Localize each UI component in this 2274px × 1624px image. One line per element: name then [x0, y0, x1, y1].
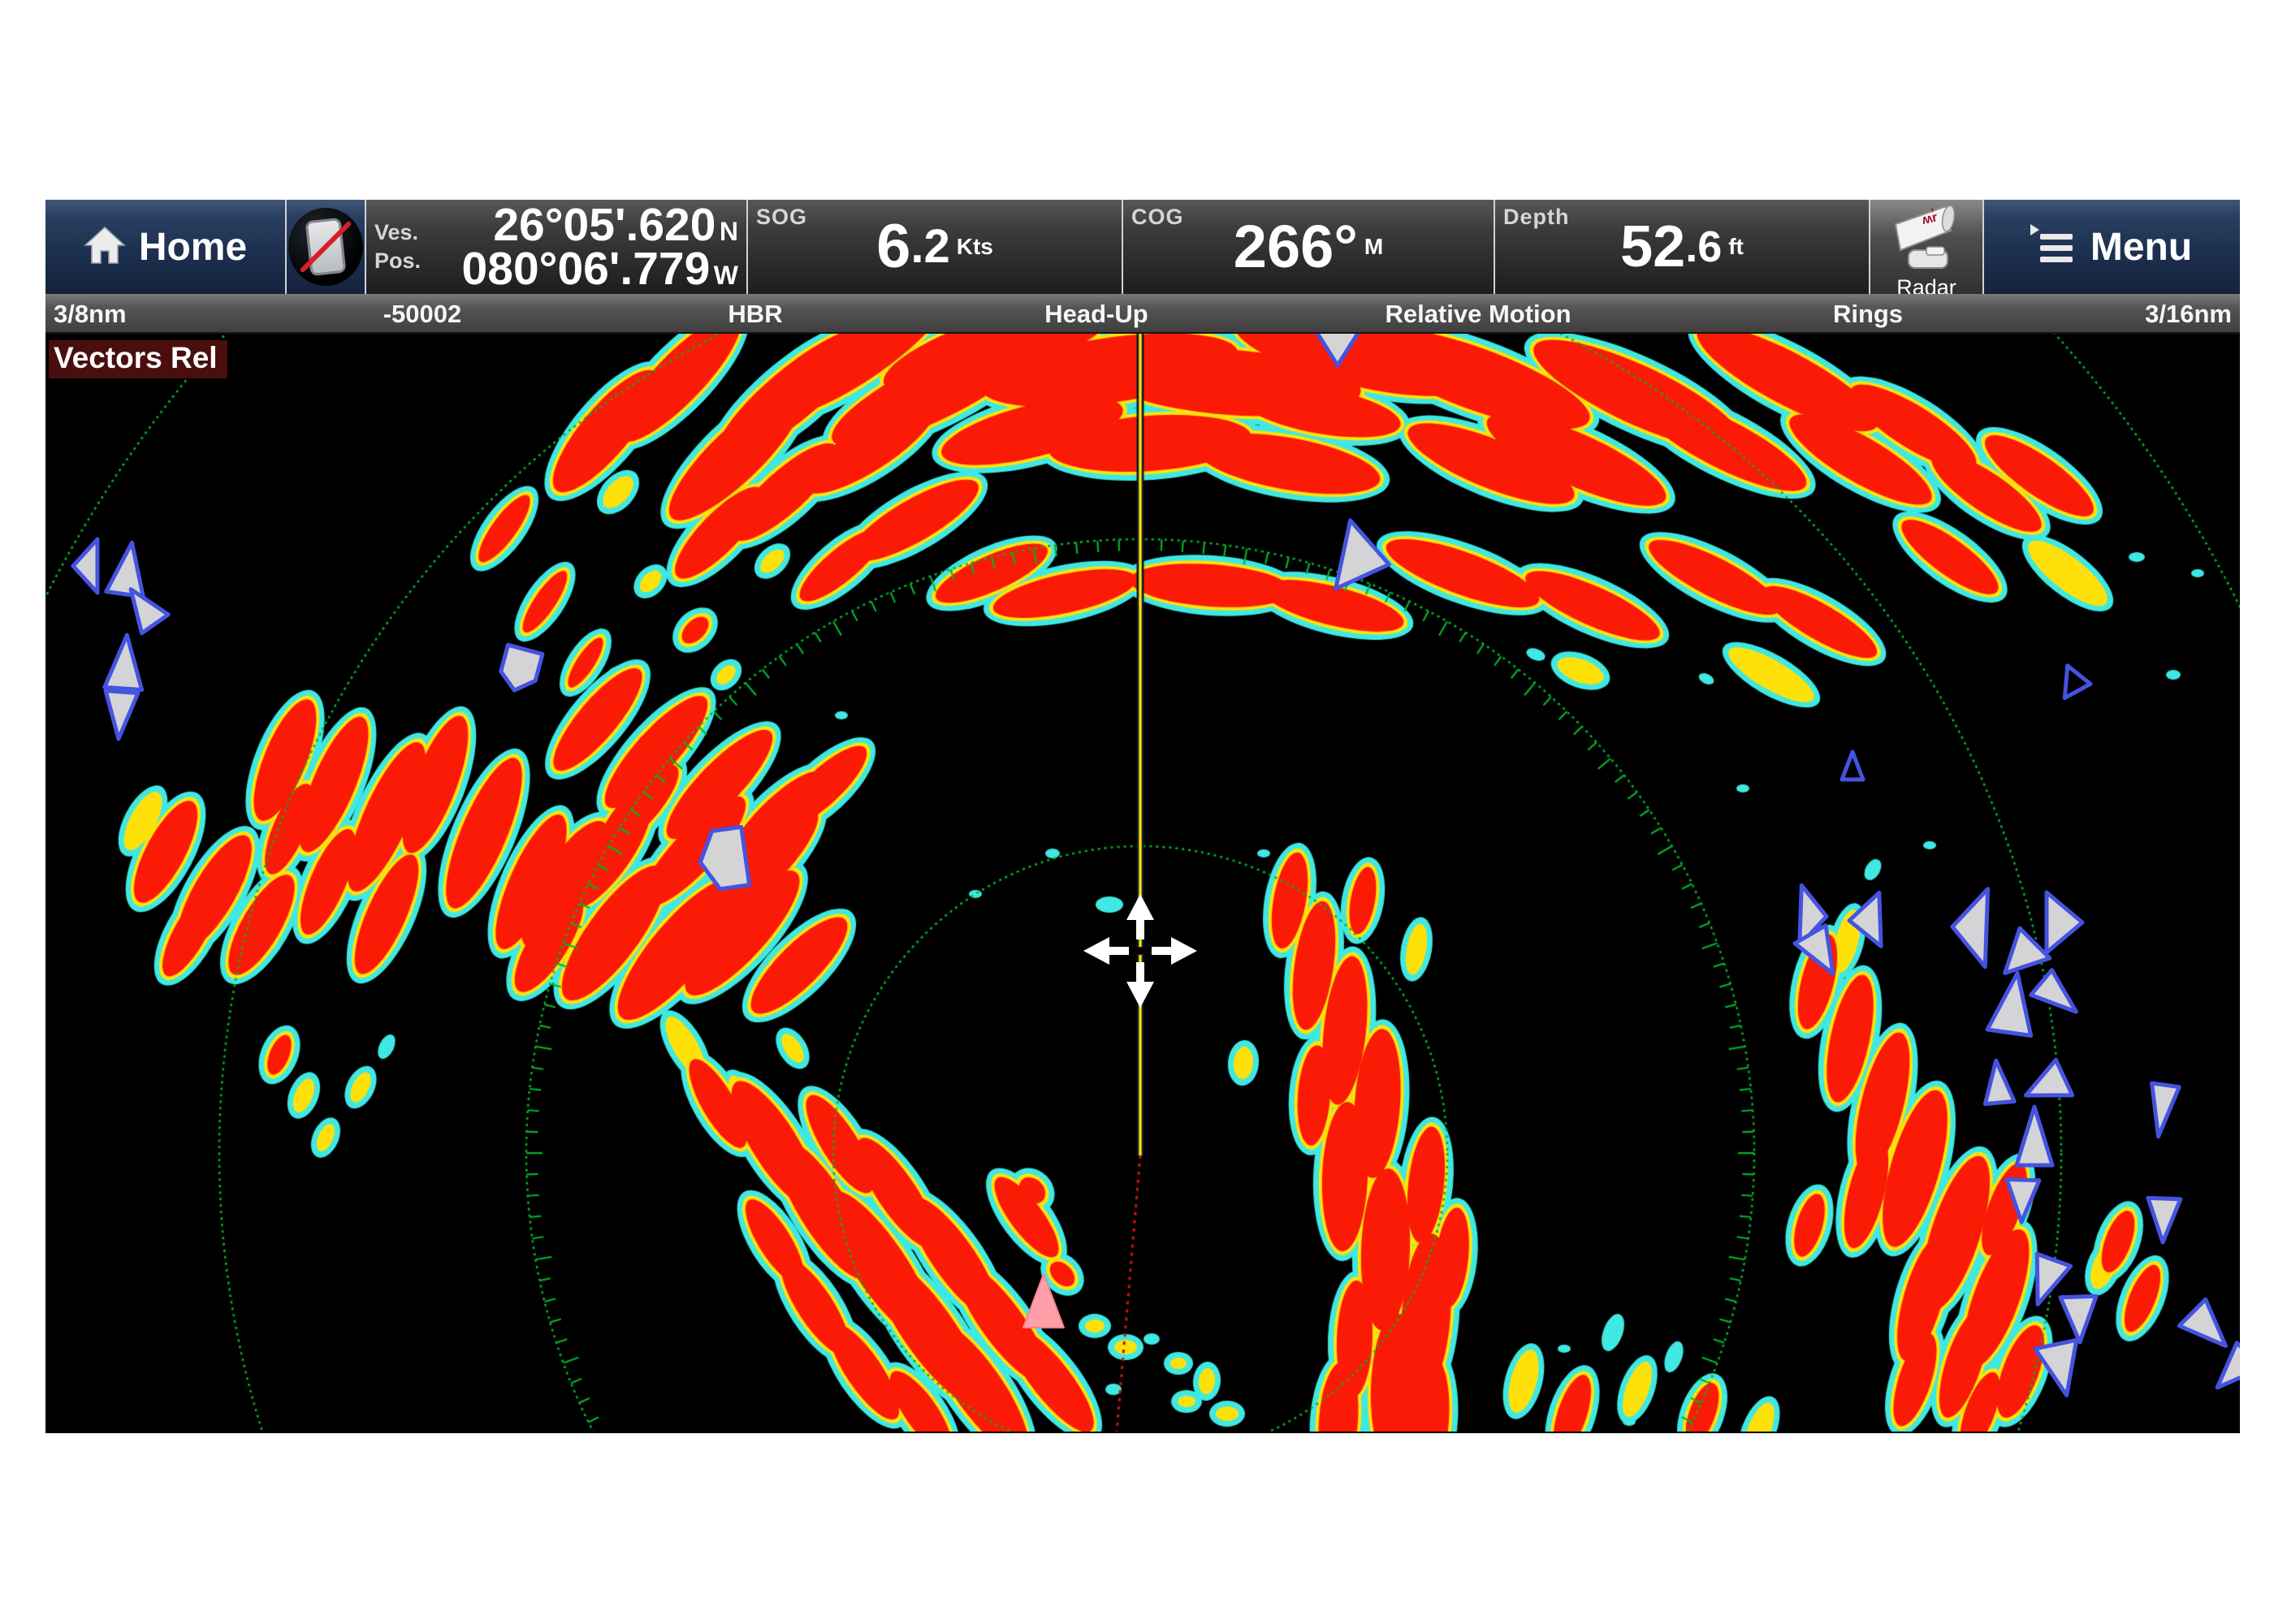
ais-target-icon[interactable] — [1847, 890, 1883, 948]
ais-target-icon[interactable] — [71, 537, 100, 595]
ais-target-icon[interactable] — [1985, 970, 2039, 1038]
radar-overlay — [71, 334, 2240, 1401]
pilot-disabled-button[interactable] — [287, 200, 366, 294]
ais-target-icon[interactable] — [2058, 1294, 2099, 1345]
depth-label: Depth — [1503, 205, 1570, 229]
status-heading-value[interactable]: -50002 — [383, 300, 462, 328]
mfd-screen: Home Ves. Pos. 26°05'.620 N 080°06'.779 … — [45, 200, 2240, 1433]
depth-databox[interactable]: Depth 52.6 ft — [1495, 200, 1870, 294]
home-button[interactable]: Home — [45, 200, 287, 294]
ais-target-icon[interactable] — [102, 689, 141, 741]
ais-target-icon[interactable] — [2014, 1104, 2055, 1168]
top-bar: Home Ves. Pos. 26°05'.620 N 080°06'.779 … — [45, 200, 2240, 300]
status-motion-mode[interactable]: Relative Motion — [1385, 300, 1571, 328]
vessel-position-value: 26°05'.620 N 080°06'.779 W — [461, 198, 738, 295]
menu-button-label: Menu — [2090, 225, 2193, 269]
home-icon — [83, 226, 126, 269]
ais-target-icon[interactable] — [1950, 887, 1991, 970]
no-pilot-icon — [288, 208, 363, 286]
vectors-mode-badge: Vectors Rel — [49, 340, 227, 378]
ais-target-icon[interactable] — [1314, 334, 1361, 368]
home-button-label: Home — [138, 225, 248, 269]
ais-target-icon[interactable] — [2033, 1337, 2087, 1399]
status-mode[interactable]: HBR — [728, 300, 783, 328]
ais-target-icon[interactable] — [2021, 1251, 2073, 1311]
ais-target-icon[interactable] — [102, 633, 145, 693]
status-rings-label[interactable]: Rings — [1832, 300, 1904, 328]
status-range[interactable]: 3/8nm — [54, 300, 127, 328]
ais-target-icon[interactable] — [2205, 1341, 2240, 1401]
status-orientation[interactable]: Head-Up — [1044, 300, 1148, 328]
cog-value: 266° M — [1233, 213, 1384, 280]
cog-label: COG — [1131, 205, 1184, 229]
radar-echo-canvas[interactable] — [45, 334, 2240, 1432]
dangerous-target-icon[interactable] — [1022, 1273, 1065, 1328]
ais-target-icon[interactable] — [2004, 1177, 2042, 1224]
ais-target-icon[interactable] — [118, 580, 171, 636]
ais-target-icon[interactable] — [2145, 1081, 2181, 1139]
sog-label: SOG — [756, 205, 808, 229]
vessel-position-label: Ves. Pos. — [374, 219, 422, 273]
radar-scanner-icon: ʍr̓ — [1884, 203, 1969, 275]
radar-app-button[interactable]: ʍr̓ Radar — [1870, 200, 1984, 300]
ais-target-icon[interactable] — [1840, 749, 1865, 782]
ais-target-icon[interactable] — [696, 824, 752, 892]
ais-target-icon[interactable] — [2146, 1195, 2183, 1245]
status-rings-value[interactable]: 3/16nm — [2145, 300, 2232, 328]
radar-display[interactable]: Vectors Rel — [45, 334, 2240, 1432]
ais-target-icon[interactable] — [2017, 1057, 2075, 1112]
cog-databox[interactable]: COG 266° M — [1123, 200, 1495, 294]
vessel-position-databox[interactable]: Ves. Pos. 26°05'.620 N 080°06'.779 W — [366, 200, 748, 294]
cursor-crosshair[interactable] — [1083, 894, 1197, 1008]
ais-target-icon[interactable] — [1982, 1058, 2017, 1106]
menu-hamburger-icon — [2030, 224, 2077, 270]
ais-target-icon[interactable] — [2029, 968, 2087, 1025]
sog-databox[interactable]: SOG 6.2 Kts — [748, 200, 1123, 294]
menu-button[interactable]: Menu — [1984, 200, 2240, 294]
ais-target-icon[interactable] — [1334, 518, 1397, 598]
ais-target-icon[interactable] — [104, 540, 150, 599]
ais-target-icon[interactable] — [1792, 923, 1848, 983]
sog-value: 6.2 Kts — [876, 212, 993, 281]
depth-value: 52.6 ft — [1620, 214, 1744, 279]
ais-target-icon[interactable] — [497, 642, 545, 695]
radar-status-bar: 3/8nm -50002 HBR Head-Up Relative Motion… — [45, 294, 2240, 334]
ais-target-icon[interactable] — [2177, 1297, 2239, 1359]
ais-target-icon[interactable] — [1990, 926, 2052, 988]
ais-target-icon[interactable] — [2044, 890, 2085, 955]
ais-target-icon[interactable] — [2062, 663, 2093, 701]
